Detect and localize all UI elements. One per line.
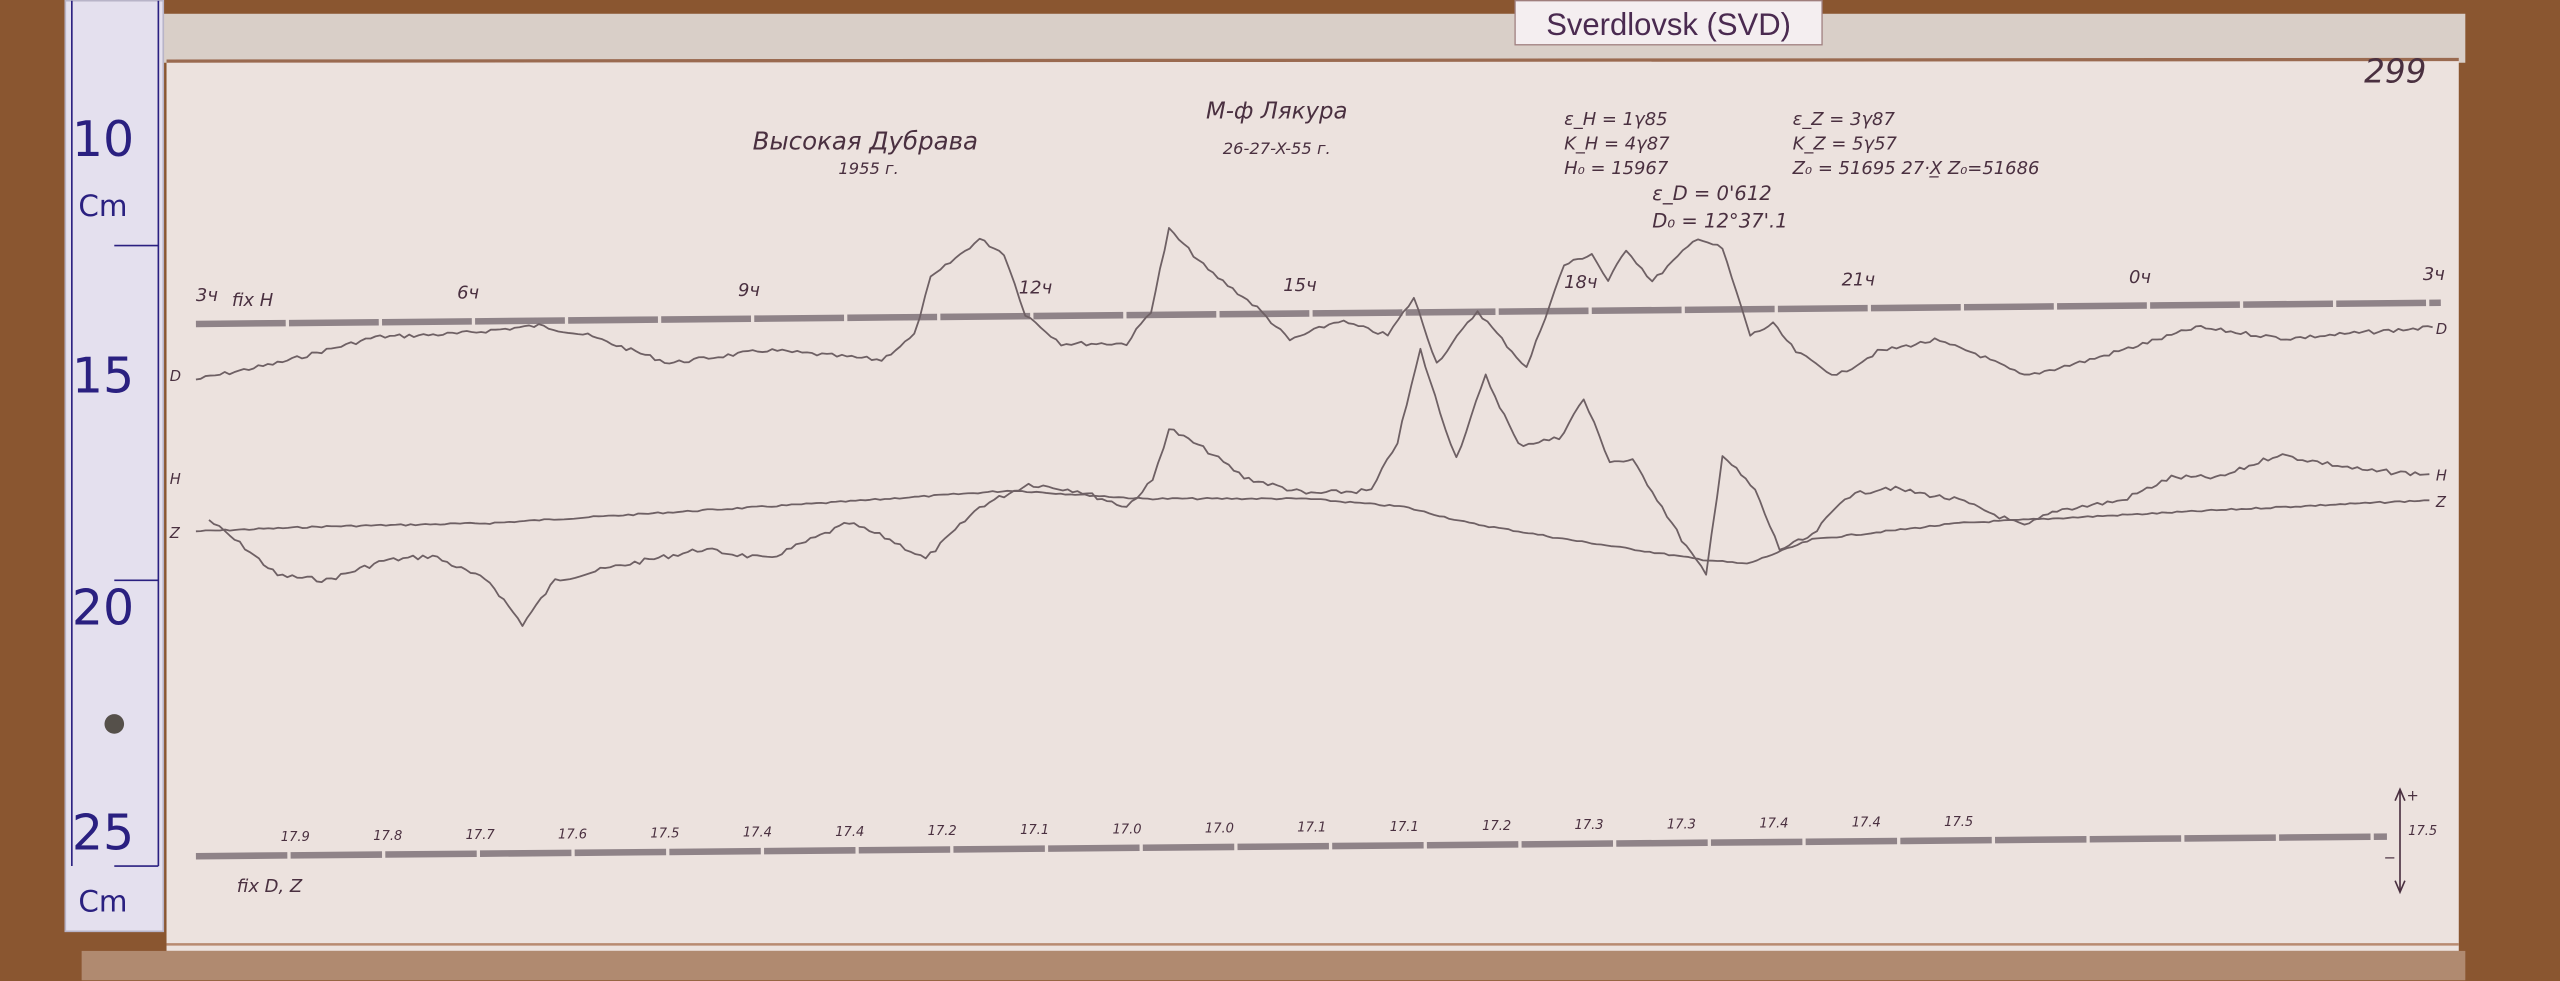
temperature-mark: 17.5 <box>1944 815 1973 830</box>
hour-mark: 18ч <box>1564 272 1597 293</box>
trace-z <box>195 489 2430 565</box>
top-baseline-label: fix H <box>232 290 273 311</box>
station-label: Sverdlovsk (SVD) <box>1514 0 1823 46</box>
tape-strip <box>163 13 2466 63</box>
paper-sheet <box>166 59 2459 951</box>
trace-label-h-right: H <box>2436 468 2447 485</box>
pin-hole <box>104 714 125 734</box>
temperature-mark: 17.4 <box>1759 817 1788 832</box>
param-eps-h: ε_H = 1γ85 <box>1564 109 1667 130</box>
station-label-text: Sverdlovsk (SVD) <box>1546 7 1791 42</box>
trace-label-d-right: D <box>2436 321 2447 338</box>
frame-bottom <box>81 950 2466 981</box>
temperature-mark: 17.4 <box>1852 816 1881 831</box>
scale-arrow-icon: + − <box>2384 787 2419 895</box>
top-baseline <box>195 299 2441 328</box>
hour-marks: 3ч 6ч 9ч 12ч 15ч 18ч 21ч 0ч 3ч <box>196 264 2445 306</box>
hour-mark: 3ч <box>2423 264 2445 285</box>
temperature-mark: 17.9 <box>281 830 310 845</box>
bottom-baseline-label: fix D, Z <box>237 876 303 897</box>
temperature-mark: 17.3 <box>1575 818 1604 833</box>
temperature-mark: 17.1 <box>1020 823 1049 838</box>
ruler-mark: 25 <box>72 805 134 862</box>
param-h0: H₀ = 15967 <box>1564 158 1669 179</box>
param-k-z: K_Z = 5γ57 <box>1793 133 1898 154</box>
temperature-mark: 17.8 <box>373 829 402 844</box>
bottom-baseline <box>195 833 2387 860</box>
temperature-mark: 17.0 <box>1112 822 1141 837</box>
temperature-mark: 17.5 <box>650 826 679 841</box>
trace-label-d-left: D <box>170 368 181 385</box>
trace-h <box>208 347 2430 627</box>
trace-label-h-left: H <box>170 471 181 488</box>
hour-mark: 6ч <box>457 283 479 304</box>
param-eps-d: ε_D = 0'612 <box>1652 182 1772 205</box>
ruler-unit: Cm <box>78 885 127 919</box>
hour-mark: 3ч <box>196 285 218 306</box>
temperature-mark: 17.6 <box>558 827 587 842</box>
hour-mark: 12ч <box>1019 277 1052 298</box>
paper-edge <box>166 57 2459 63</box>
scale-minus: − <box>2384 850 2396 867</box>
cm-ruler: 10 15 20 25 Cm Cm <box>64 0 165 933</box>
temperature-mark: 17.2 <box>1482 819 1511 834</box>
sheet-number: 299 <box>2364 52 2426 90</box>
ruler-unit: Cm <box>78 189 127 223</box>
observer: М-ф Лякура <box>1206 98 1347 124</box>
record-date: 26-27-X-55 г. <box>1223 139 1331 158</box>
temperature-mark: 17.0 <box>1205 821 1234 836</box>
trace-label-z-left: Z <box>169 525 181 542</box>
temperature-mark: 17.4 <box>835 825 864 840</box>
trace-d <box>195 227 2433 381</box>
hour-mark: 15ч <box>1283 275 1316 296</box>
param-eps-z: ε_Z = 3γ87 <box>1793 109 1896 130</box>
temperature-mark: 17.2 <box>928 824 957 839</box>
param-k-h: K_H = 4γ87 <box>1564 133 1670 154</box>
param-z0: Z₀ = 51695 27·X̲ Z₀=51686 <box>1792 158 2040 179</box>
title: Высокая Дубрава <box>753 126 978 155</box>
temperature-mark: 17.7 <box>466 828 496 843</box>
year: 1955 г. <box>838 159 898 178</box>
trace-label-z-right: Z <box>2435 494 2447 511</box>
hour-mark: 21ч <box>1842 270 1875 291</box>
parameters-block: ε_H = 1γ85 K_H = 4γ87 H₀ = 15967 ε_Z = 3… <box>1564 109 2039 233</box>
ruler-mark: 15 <box>72 348 134 405</box>
param-d0: D₀ = 12°37'.1 <box>1652 210 1787 233</box>
temperature-mark: 17.4 <box>743 826 772 841</box>
temperature-mark: 17.1 <box>1297 821 1326 836</box>
temperature-mark: 17.3 <box>1667 817 1696 832</box>
hour-mark: 9ч <box>738 280 760 301</box>
ruler-mark: 20 <box>72 579 134 636</box>
ruler-mark: 10 <box>72 111 134 168</box>
temperature-marks: 17.9 17.8 17.7 17.6 17.5 17.4 17.4 17.2 17.1 17.0… <box>281 815 1973 845</box>
end-temperature: 17.5 <box>2408 824 2437 839</box>
temperature-mark: 17.1 <box>1390 820 1419 835</box>
scale-plus: + <box>2407 788 2419 805</box>
hour-mark: 0ч <box>2129 267 2151 288</box>
